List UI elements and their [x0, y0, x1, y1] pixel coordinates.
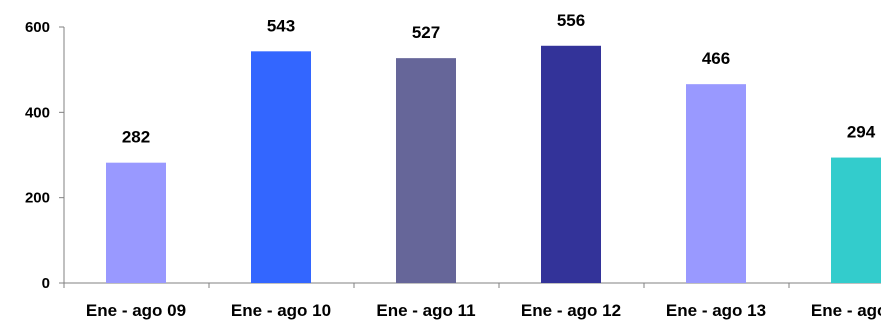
bar: [106, 162, 166, 283]
y-tick-label: 0: [42, 275, 50, 292]
x-tick-label: Ene - ago 13: [666, 301, 766, 320]
data-label: 556: [557, 11, 585, 30]
x-tick-label: Ene - ago 11: [376, 301, 475, 320]
y-tick-label: 400: [25, 104, 50, 121]
data-label: 282: [122, 128, 150, 147]
bar: [831, 157, 881, 283]
x-tick-label: Ene - ago 10: [231, 301, 331, 320]
x-tick-label: Ene - ago 14: [811, 301, 881, 320]
data-label: 543: [267, 16, 295, 35]
y-tick-label: 600: [25, 19, 50, 36]
chart-bars: [106, 45, 881, 284]
y-tick-label: 200: [25, 190, 50, 207]
x-tick-label: Ene - ago 12: [521, 301, 621, 320]
chart-labels: 0 200 400 600 282 Ene - ago 09 543 Ene - ago 10…: [25, 11, 881, 320]
data-label: 527: [412, 23, 440, 42]
bar: [251, 51, 311, 283]
bar: [396, 58, 456, 283]
bar: [686, 84, 746, 283]
chart-axes: [59, 26, 881, 288]
data-label: 294: [847, 123, 876, 142]
data-label: 466: [702, 49, 730, 68]
bar: [541, 45, 601, 284]
x-tick-label: Ene - ago 09: [86, 301, 186, 320]
